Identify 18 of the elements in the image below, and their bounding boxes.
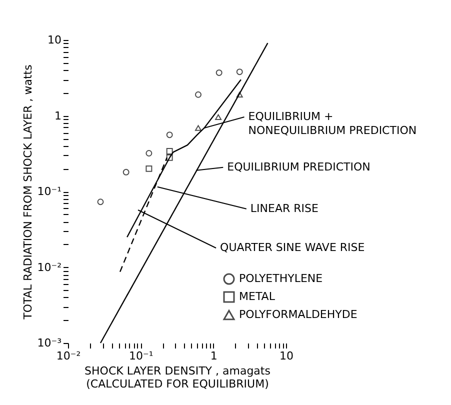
annotation: LINEAR RISE [250,202,318,215]
legend-label: POLYFORMALDEHYDE [239,308,358,321]
x-axis-title: SHOCK LAYER DENSITY , amagats (CALCULATED FOR EQUILIBRIUM) [84,364,271,390]
y-tick-label: 10⁻¹ [37,185,62,198]
x-tick-label: 10 [280,350,294,362]
x-tick-label: 1 [210,350,218,362]
x-tick-label: 10⁻¹ [129,350,154,362]
annotation: EQUILIBRIUM PREDICTION [227,160,370,174]
y-tick-label: 10⁻² [37,260,62,274]
annotation: QUARTER SINE WAVE RISE [220,240,365,254]
y-tick-label: 10⁻³ [37,336,62,350]
y-tick-label: 1 [54,109,62,122]
y-tick-label: 10 [48,34,62,46]
y-axis-title: TOTAL RADIATION FROM SHOCK LAYER , watts [21,64,34,320]
legend-label: POLYETHYLENE [239,272,323,285]
annotation: EQUILIBRIUM + NONEQUILIBRIUM PREDICTION [248,110,417,137]
x-tick-label: 10⁻² [56,350,81,362]
legend-label: METAL [239,290,276,303]
